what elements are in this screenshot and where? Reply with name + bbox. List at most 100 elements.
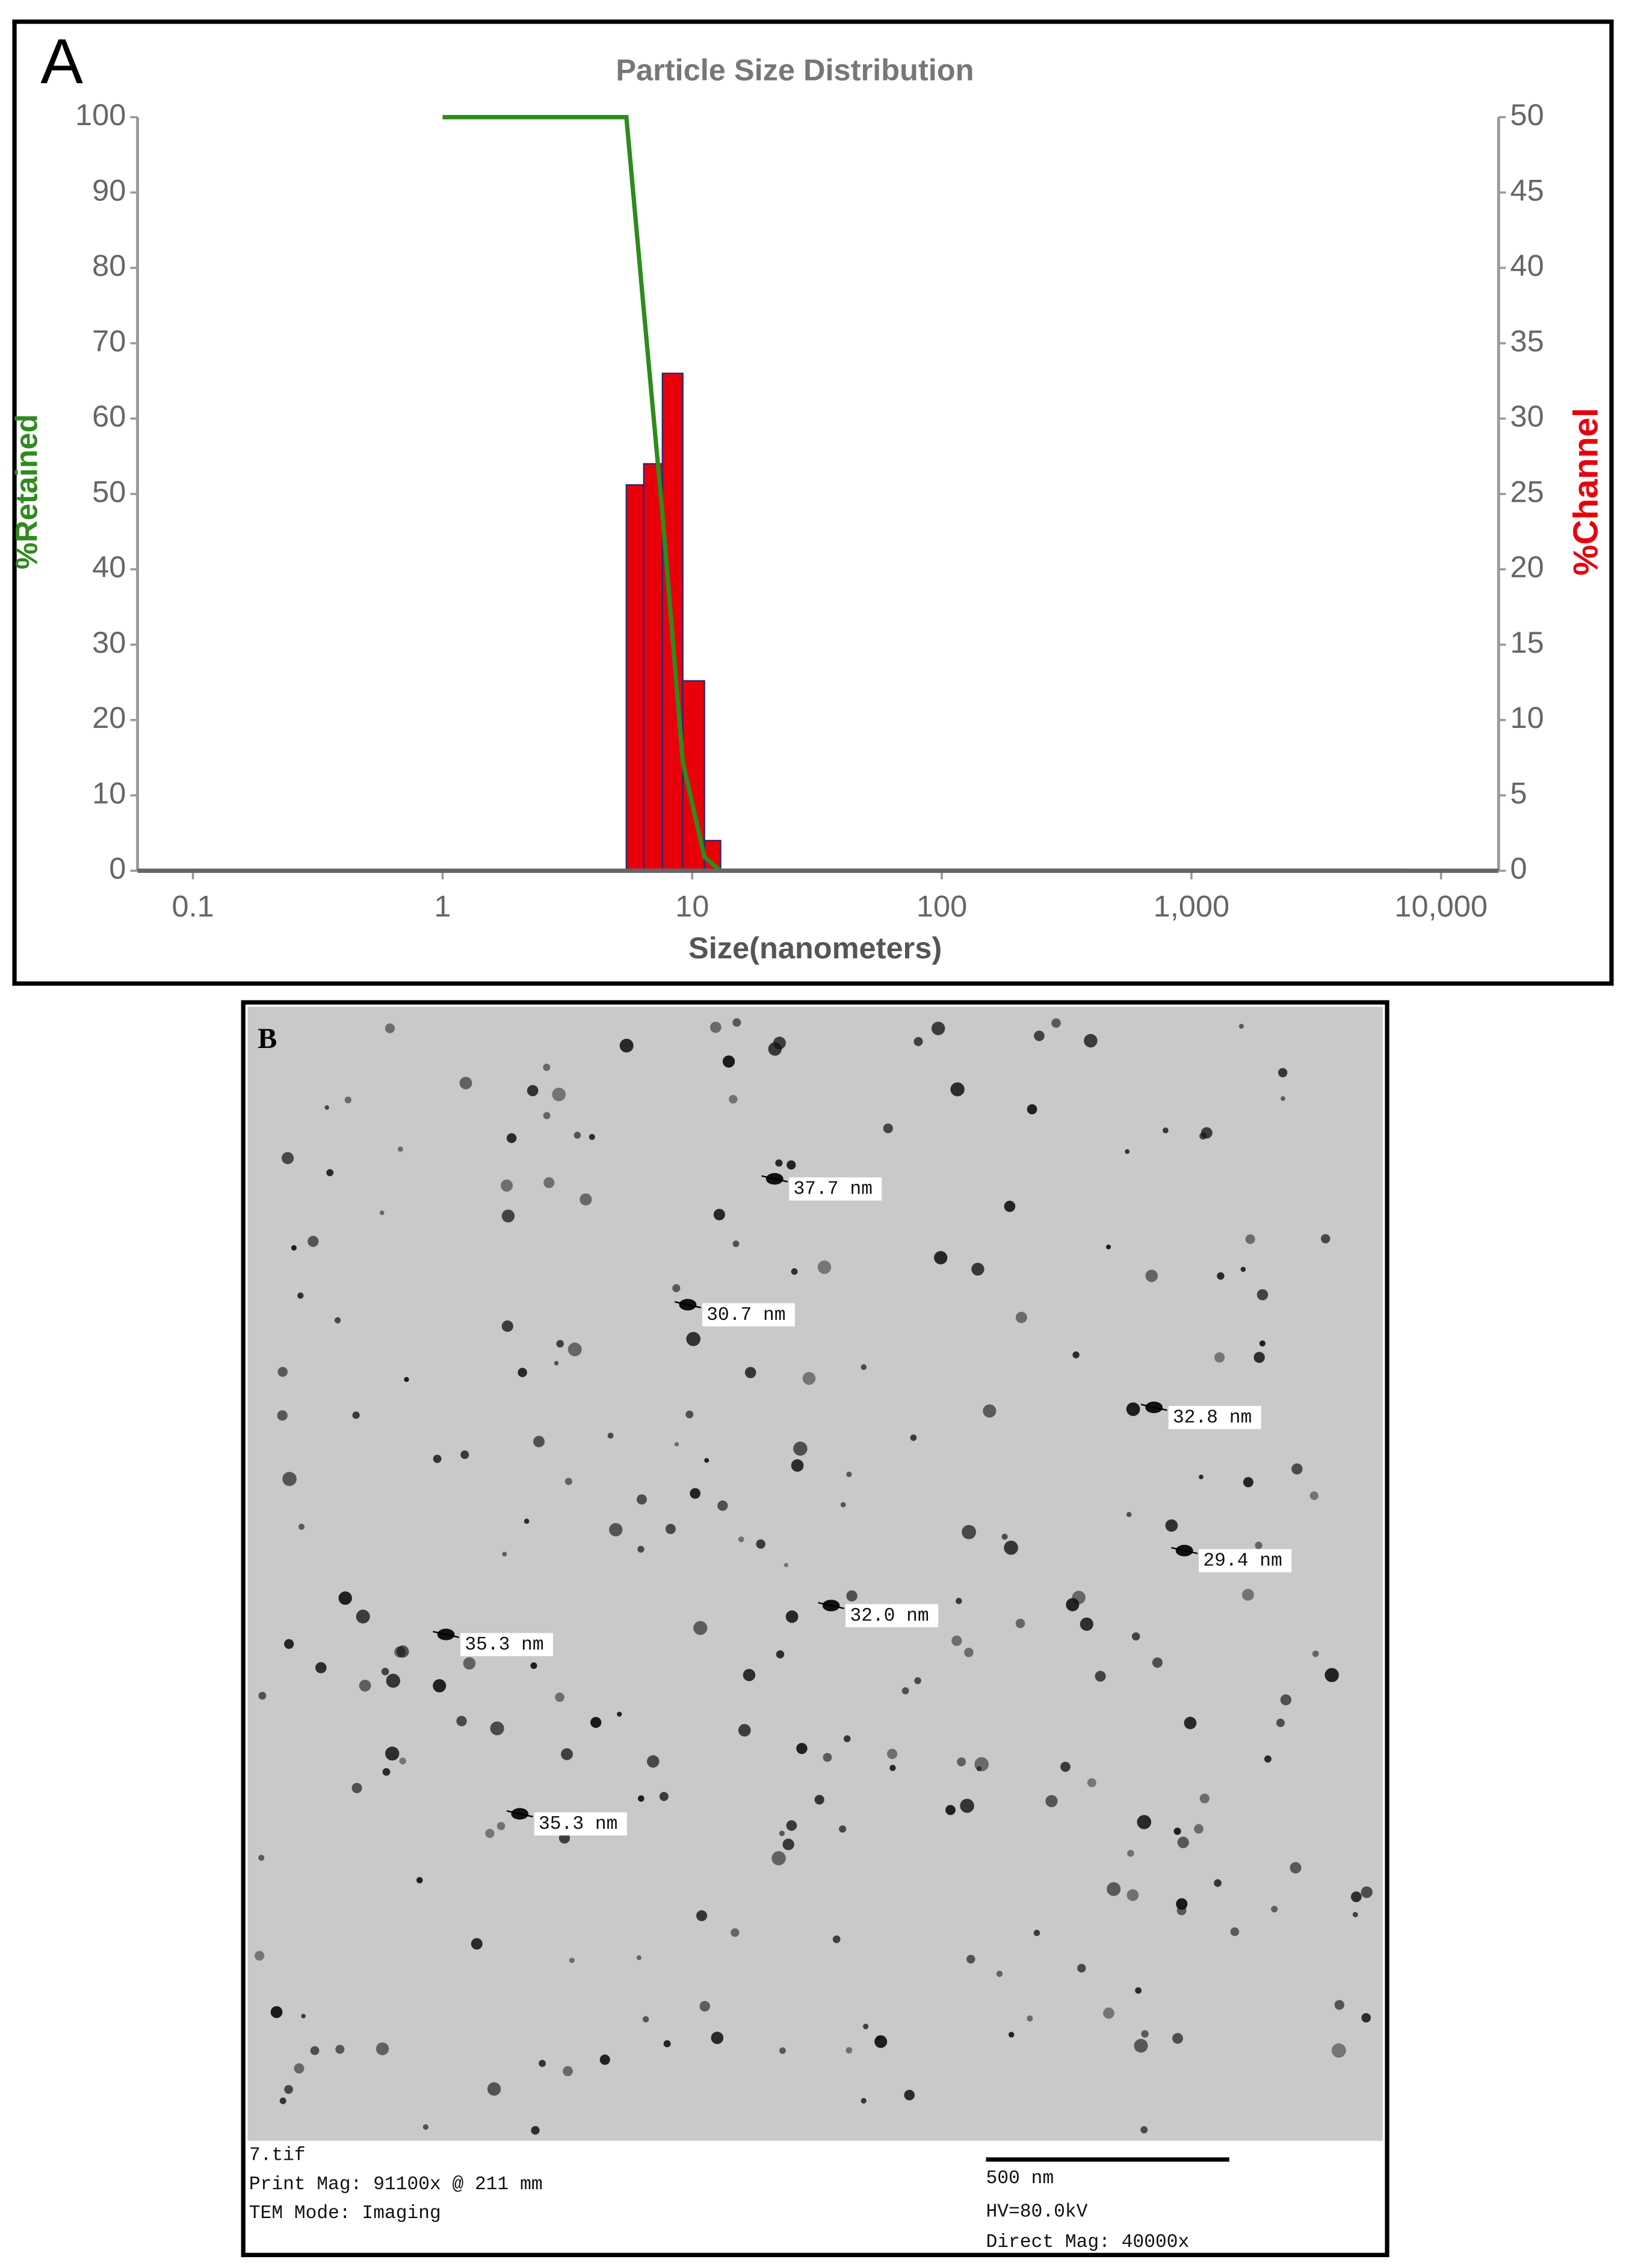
measure-line	[818, 1601, 844, 1609]
x-axis-label: Size(nanometers)	[688, 931, 942, 965]
particle	[422, 2124, 429, 2130]
particle	[722, 1055, 735, 1068]
particle	[1126, 1512, 1132, 1517]
annotation: 35.3 nm	[539, 1814, 617, 1835]
particle	[381, 1668, 389, 1675]
particle	[951, 1635, 962, 1647]
particle	[732, 1240, 740, 1247]
particle	[945, 1805, 956, 1816]
annotation: 35.3 nm	[465, 1635, 543, 1656]
particle	[552, 1087, 566, 1102]
measure-line	[761, 1175, 788, 1183]
particle	[773, 1037, 786, 1050]
particle	[607, 1432, 614, 1439]
particle	[1141, 2030, 1149, 2038]
particle	[567, 1342, 582, 1357]
particle	[901, 1687, 909, 1695]
particle	[518, 1367, 527, 1378]
measure-line	[674, 1301, 701, 1308]
particle	[397, 1146, 403, 1152]
particle	[964, 1648, 974, 1657]
particle	[1001, 1533, 1008, 1540]
particle	[543, 1112, 551, 1120]
particle	[284, 1639, 294, 1649]
particle	[914, 1677, 921, 1684]
particle	[637, 1545, 645, 1553]
y-tick-label: 80	[92, 248, 126, 283]
y-tick-label: 70	[92, 324, 126, 358]
footer-text: 500 nm	[986, 2168, 1054, 2189]
particle	[960, 1799, 974, 1813]
particle	[356, 1609, 370, 1624]
particle	[1176, 1905, 1187, 1915]
particle	[456, 1716, 467, 1727]
particle	[385, 1746, 400, 1761]
label-box	[845, 1604, 939, 1627]
particle	[554, 1361, 559, 1366]
particle	[501, 1209, 515, 1223]
particle	[385, 1023, 395, 1034]
y-tick-label: 60	[92, 399, 126, 433]
label-box	[534, 1812, 627, 1836]
y2-tick-label: 20	[1510, 550, 1544, 584]
y-tick-label: 100	[75, 97, 126, 132]
particle	[636, 1955, 641, 1961]
particle	[1320, 1234, 1331, 1243]
particle	[814, 1795, 824, 1805]
particle	[506, 1133, 517, 1144]
particle	[983, 1404, 997, 1418]
particle	[543, 1177, 555, 1188]
particle	[1194, 1824, 1204, 1834]
particle	[1127, 1889, 1139, 1902]
particle	[791, 1268, 798, 1275]
particle	[699, 2001, 711, 2012]
particle	[1264, 1755, 1272, 1763]
particle	[433, 1679, 447, 1693]
particle	[817, 1260, 832, 1274]
measure-line	[1140, 1404, 1167, 1411]
particle	[974, 1757, 989, 1772]
particle	[386, 1674, 401, 1688]
particle	[665, 1523, 676, 1535]
x-tick-label: 10,000	[1394, 889, 1488, 923]
particle	[713, 1209, 725, 1221]
y2-tick-label: 5	[1510, 776, 1527, 810]
particle	[976, 1766, 982, 1772]
particle	[1135, 1987, 1142, 1994]
particle	[1027, 2015, 1033, 2022]
particle	[1015, 1618, 1025, 1629]
particle	[301, 2014, 306, 2018]
chart-title: Particle Size Distribution	[616, 53, 974, 87]
y-tick-label: 20	[92, 700, 126, 735]
particle	[382, 1768, 391, 1776]
x-tick-label: 0.1	[172, 889, 214, 923]
y2-tick-label: 45	[1510, 173, 1544, 207]
particle	[1230, 1927, 1240, 1937]
particle	[1352, 1912, 1358, 1918]
particle	[397, 1645, 409, 1658]
particle	[1004, 1540, 1018, 1555]
particle	[324, 1105, 329, 1110]
annotation: 32.8 nm	[1173, 1408, 1252, 1429]
particle	[729, 1094, 738, 1104]
particle	[845, 2047, 853, 2054]
particle	[1271, 1905, 1278, 1912]
particle	[502, 1552, 507, 1557]
particle	[539, 2060, 546, 2067]
particle	[1238, 1023, 1244, 1029]
particle	[785, 1610, 799, 1623]
x-tick-label: 10	[675, 889, 709, 923]
particle	[756, 1539, 765, 1549]
particle	[573, 1132, 581, 1139]
particle	[1199, 1475, 1204, 1479]
annotation: 29.4 nm	[1203, 1551, 1282, 1572]
particle	[501, 1320, 513, 1333]
footer-text: Print Mag: 91100x @ 211 mm	[249, 2174, 543, 2195]
particle	[861, 2098, 867, 2104]
particle	[1004, 1200, 1016, 1212]
label-box	[789, 1177, 882, 1201]
particle	[779, 1830, 785, 1837]
particle	[1361, 2013, 1371, 2023]
y2-tick-label: 25	[1510, 474, 1544, 508]
particle	[1241, 1589, 1254, 1601]
